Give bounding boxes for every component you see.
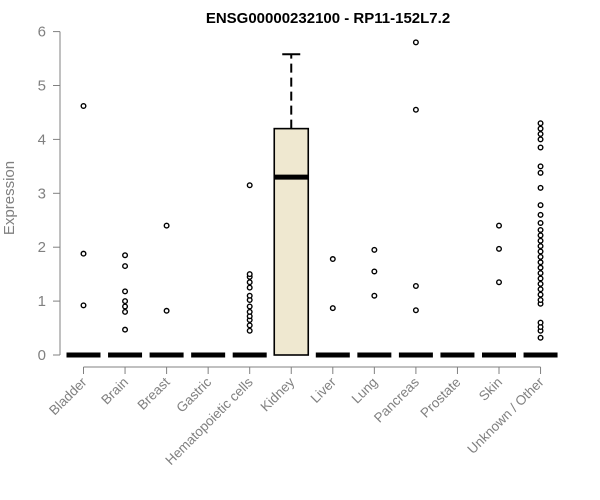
box-lung (357, 246, 392, 358)
outlier-point (246, 308, 253, 315)
chart-title: ENSG00000232100 - RP11-152L7.2 (206, 10, 450, 27)
outlier-point (163, 222, 170, 229)
outlier-point (246, 284, 253, 291)
outlier-point (537, 264, 544, 271)
outlier-point (329, 305, 336, 312)
box-unknown-other (523, 120, 558, 358)
outlier-point (537, 286, 544, 293)
y-tick-label: 0 (38, 347, 46, 364)
outlier-point (537, 334, 544, 341)
outlier-point (537, 237, 544, 244)
outlier-point (246, 322, 253, 329)
x-tick-label: Liver (308, 374, 340, 406)
outlier-point (412, 283, 419, 290)
x-tick-label: Skin (476, 375, 505, 404)
x-tick-label: Bladder (46, 374, 90, 418)
y-tick-label: 5 (38, 78, 46, 95)
outlier-point (412, 39, 419, 46)
outlier-point (412, 106, 419, 113)
outlier-point (163, 307, 170, 314)
outlier-point (537, 131, 544, 138)
outlier-point (496, 279, 503, 286)
outlier-point (80, 102, 87, 109)
outlier-point (496, 245, 503, 252)
box-hematopoietic-cells (232, 182, 267, 358)
y-axis-label: Expression (1, 161, 18, 235)
y-tick-label: 6 (38, 24, 46, 41)
outlier-point (537, 219, 544, 226)
outlier-point (371, 246, 378, 253)
outlier-point (329, 256, 336, 263)
outlier-point (537, 144, 544, 151)
outlier-point (122, 308, 129, 315)
box-rect (273, 127, 310, 356)
x-tick-label: Breast (135, 374, 173, 412)
outlier-point (537, 280, 544, 287)
box-breast (149, 222, 184, 358)
outlier-point (537, 259, 544, 266)
box-liver (315, 256, 350, 358)
outlier-point (537, 184, 544, 191)
outlier-point (537, 297, 544, 304)
outlier-point (496, 222, 503, 229)
outlier-point (537, 243, 544, 250)
outlier-point (537, 275, 544, 282)
y-tick-label: 3 (38, 185, 46, 202)
x-tick-label: Unknown / Other (464, 374, 547, 457)
outlier-point (537, 226, 544, 233)
outlier-point (371, 292, 378, 299)
outlier-point (537, 120, 544, 127)
outlier-point (537, 125, 544, 132)
outlier-point (412, 307, 419, 314)
outlier-point (537, 202, 544, 209)
outlier-point (122, 326, 129, 333)
box-brain (108, 252, 143, 358)
outlier-point (537, 248, 544, 255)
outlier-point (122, 288, 129, 295)
x-tick-label: Pancreas (371, 374, 422, 425)
outlier-point (80, 302, 87, 309)
y-tick-label: 1 (38, 293, 46, 310)
outlier-point (122, 252, 129, 259)
x-tick-label: Prostate (417, 375, 463, 421)
outlier-point (537, 232, 544, 239)
outlier-point (537, 319, 544, 326)
x-tick-label: Gastric (173, 374, 214, 415)
outlier-point (537, 211, 544, 218)
y-tick-label: 2 (38, 239, 46, 256)
box-pancreas (398, 39, 433, 358)
outlier-point (537, 163, 544, 170)
outlier-point (246, 303, 253, 310)
outlier-point (537, 270, 544, 277)
outlier-point (537, 136, 544, 143)
outlier-point (371, 268, 378, 275)
outlier-point (122, 263, 129, 270)
x-tick-label: Lung (349, 375, 381, 407)
y-tick-label: 4 (38, 131, 46, 148)
outlier-point (246, 271, 253, 278)
outlier-point (246, 182, 253, 189)
outlier-point (246, 279, 253, 286)
outlier-point (80, 250, 87, 257)
outlier-point (122, 303, 129, 310)
box-kidney (273, 53, 310, 356)
outlier-point (246, 292, 253, 299)
x-tick-label: Brain (98, 375, 131, 408)
outlier-point (537, 169, 544, 176)
box-bladder (66, 102, 101, 358)
boxes-group (66, 39, 558, 358)
outlier-point (246, 327, 253, 334)
x-tick-label: Kidney (258, 374, 298, 414)
box-skin (482, 222, 516, 358)
outlier-point (122, 298, 129, 305)
outlier-point (537, 253, 544, 260)
outlier-point (537, 291, 544, 298)
